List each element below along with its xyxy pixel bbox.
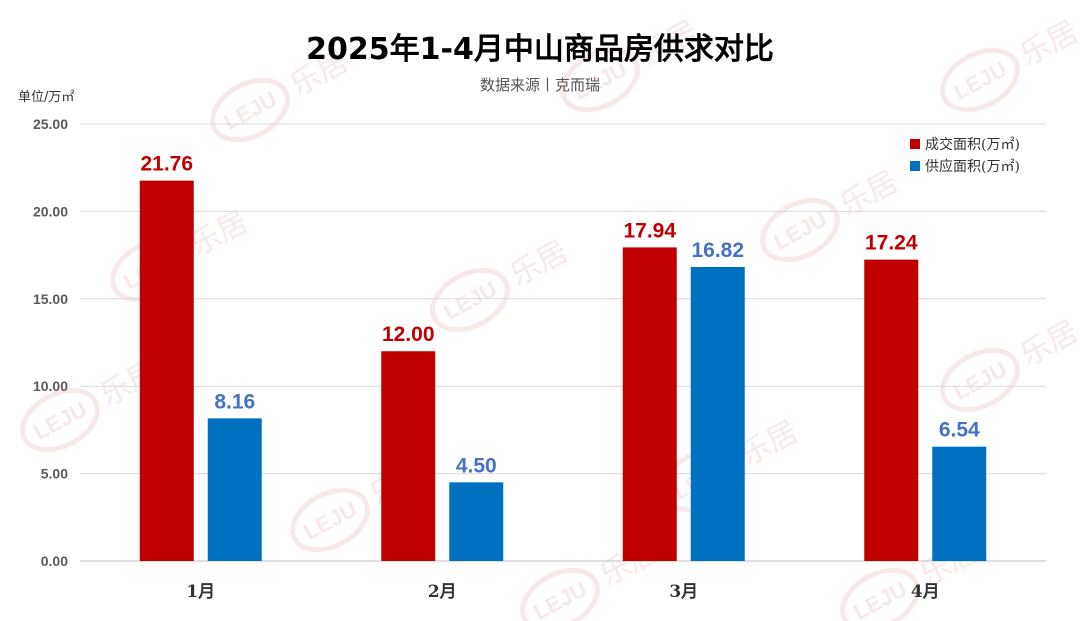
watermark-text: 乐居 <box>184 204 253 263</box>
watermark-text: 乐居 <box>834 164 903 223</box>
data-label: 8.16 <box>214 390 255 413</box>
y-axis: 0.00 5.00 10.00 15.00 20.00 25.00 <box>33 116 68 569</box>
data-label: 17.94 <box>623 219 676 242</box>
x-tick-label: 4月 <box>911 582 940 602</box>
y-tick-label: 15.00 <box>33 291 68 307</box>
bar-deal <box>622 247 677 561</box>
data-label: 21.76 <box>140 153 193 176</box>
y-tick-label: 5.00 <box>41 466 68 482</box>
y-tick-label: 20.00 <box>33 203 68 219</box>
bar-supply <box>207 418 262 561</box>
y-tick-label: 0.00 <box>41 553 68 569</box>
chart-subtitle: 数据来源丨克而瑞 <box>480 76 600 94</box>
bars <box>139 180 987 561</box>
x-tick-label: 1月 <box>186 582 215 602</box>
legend: 成交面积(万㎡) 供应面积(万㎡) <box>910 136 1020 175</box>
bar-supply <box>449 482 504 561</box>
y-tick-label: 10.00 <box>33 378 68 394</box>
x-tick-label: 2月 <box>428 582 457 602</box>
bar-deal <box>139 180 194 561</box>
data-label: 17.24 <box>865 232 918 255</box>
data-label: 12.00 <box>382 323 435 346</box>
y-tick-label: 25.00 <box>33 116 68 132</box>
watermark-text: 乐居 <box>1014 314 1080 373</box>
data-labels: 21.76 8.16 12.00 4.50 17.94 16.82 17.24 6.54 <box>140 153 980 478</box>
bar-deal <box>381 351 436 561</box>
unit-label: 单位/万㎡ <box>18 90 74 105</box>
data-label: 6.54 <box>939 419 980 442</box>
x-tick-label: 3月 <box>669 582 698 602</box>
watermark-text: 乐居 <box>504 234 573 293</box>
legend-swatch-deal <box>910 139 920 149</box>
legend-label-deal: 成交面积(万㎡) <box>925 136 1020 153</box>
chart-title: 2025年1-4月中山商品房供求对比 <box>306 32 774 67</box>
bar-supply <box>932 446 987 561</box>
legend-label-supply: 供应面积(万㎡) <box>925 158 1020 175</box>
bar-deal <box>864 259 919 561</box>
watermark-text: 乐居 <box>734 414 803 473</box>
watermark: LEJU乐居LEJU乐居LEJU乐居LEJU乐居LEJU乐居LEJU乐居LEJU… <box>20 14 1080 621</box>
data-label: 4.50 <box>456 454 497 477</box>
bar-supply <box>690 266 745 561</box>
legend-swatch-supply <box>910 161 920 171</box>
x-axis: 1月 2月 3月 4月 <box>186 582 939 602</box>
data-label: 16.82 <box>691 239 744 262</box>
watermark-text: 乐居 <box>1014 14 1080 73</box>
